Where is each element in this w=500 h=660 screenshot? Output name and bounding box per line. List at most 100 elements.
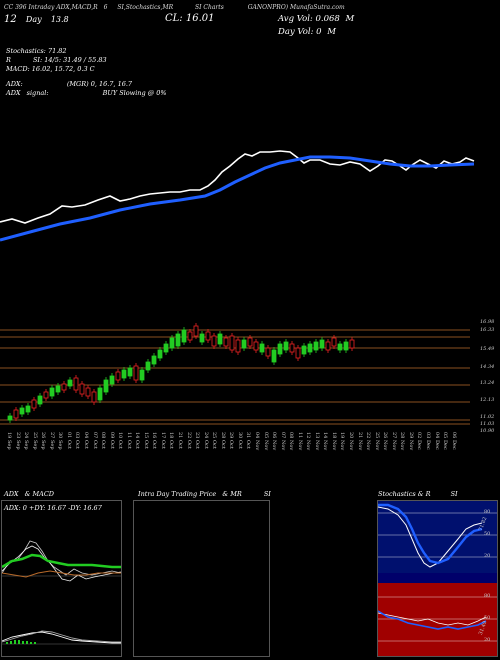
- stoch-rsi-svg: [378, 501, 497, 656]
- candle: [181, 329, 187, 343]
- candle: [79, 383, 85, 395]
- stoch-title-b: SI: [450, 490, 458, 498]
- candle: [241, 339, 247, 349]
- date-label: 19 Sep: [6, 432, 12, 450]
- header-title-c: SI,Stochastics,MR: [117, 4, 174, 11]
- date-label: 06 Nov: [271, 432, 278, 451]
- price-tick: 16.33: [480, 327, 495, 333]
- candle: [247, 337, 253, 347]
- candle: [73, 377, 79, 391]
- buy-signal-text: BUY Slowing @ 0%: [102, 89, 167, 97]
- indicator-block: Stochastics: 71.82 R SI: 14/5: 31.49 / 5…: [6, 47, 107, 74]
- price-tick: 13.24: [480, 380, 495, 386]
- date-axis: 19 Sep 23 Sep 24 Sep 25 Sep 26 Sep 27 Sep 30 S…: [0, 432, 480, 487]
- date-label: 26 Sep: [40, 432, 47, 450]
- date-label: 25 Sep: [31, 432, 38, 450]
- date-label: 19 Nov: [339, 432, 346, 451]
- price-tick: 11.02: [480, 414, 495, 420]
- day-volume-val: Day Vol: 0: [278, 27, 322, 37]
- candle: [259, 343, 265, 353]
- candle: [19, 407, 25, 415]
- header-title-b: 6: [103, 4, 108, 11]
- date-label: 09 Oct: [108, 432, 115, 449]
- intraday-panel: [133, 500, 270, 657]
- date-label: 21 Nov: [356, 432, 363, 451]
- adx-panel-title-b: & MACD: [24, 490, 55, 498]
- date-label: 01 Oct: [65, 432, 72, 449]
- date-label: 23 Oct: [194, 432, 201, 449]
- candle: [349, 339, 355, 349]
- adx-block: ADX: (MGR) 0, 16.7, 16.7 ADX signal: BUY…: [6, 80, 167, 98]
- avg-volume: Avg Vol: 0.068 M: [278, 14, 354, 24]
- stochastics-text: Stochastics: 71.82: [6, 47, 67, 55]
- candle: [193, 325, 199, 337]
- candle: [133, 365, 139, 381]
- stoch-title-a: Stochastics & R: [378, 490, 431, 498]
- candle: [145, 361, 151, 371]
- candle: [295, 347, 301, 359]
- header-line: CC 396 Intraday ADX,MACD,R 6 SI,Stochast…: [4, 4, 345, 11]
- candle: [151, 355, 157, 365]
- price-line-white: [0, 150, 475, 224]
- price-tick: 15.49: [480, 346, 495, 352]
- date-label: 03 Dec: [424, 432, 431, 450]
- date-label: 08 Nov: [288, 432, 295, 451]
- price-tick: 12.13: [480, 397, 495, 403]
- candle: [109, 375, 115, 385]
- candle: [283, 341, 289, 351]
- date-label: 14 Oct: [134, 432, 141, 449]
- date-label: 24 Oct: [202, 432, 209, 449]
- rsi-label: R: [6, 56, 11, 64]
- candle: [217, 333, 223, 345]
- header-title-e: GANONPRO) MunafaSutra.com: [247, 4, 345, 11]
- date-label: 29 Oct: [228, 432, 235, 449]
- price-summary: 12 Day 13.8: [4, 14, 69, 25]
- candle: [49, 387, 55, 397]
- price-tick: 11.03: [480, 421, 495, 427]
- candle: [265, 347, 271, 357]
- price-left3: 13.8: [50, 15, 69, 24]
- date-label: 05 Nov: [262, 432, 269, 451]
- intraday-title-a: Intra Day Trading Price: [138, 490, 217, 498]
- candles: [7, 323, 355, 423]
- date-label: 07 Oct: [91, 432, 98, 449]
- candle: [67, 379, 73, 387]
- date-label: 28 Nov: [399, 432, 406, 451]
- price-left2: Day: [25, 15, 42, 24]
- candle: [169, 337, 175, 349]
- date-label: 12 Nov: [305, 432, 312, 451]
- candle: [325, 341, 331, 351]
- date-label: 02 Dec: [416, 432, 423, 450]
- date-label: 04 Oct: [82, 432, 89, 449]
- stoch-rsi-panel: 80 50 20 71.82 80 50 20 31.49: [377, 500, 498, 657]
- candle: [121, 369, 127, 379]
- date-label: 21 Oct: [177, 432, 183, 449]
- candle: [289, 343, 295, 353]
- candle: [229, 335, 235, 351]
- avg-volume-unit: M: [345, 14, 355, 24]
- adx-signal-text: signal:: [26, 89, 49, 97]
- adx-values: ADX: 0 +DY: 16.67 -DY: 16.67: [4, 504, 102, 512]
- rsi-tick: 50: [484, 615, 491, 621]
- candle: [127, 367, 133, 377]
- price-tick: 14.34: [480, 364, 495, 370]
- date-label: 27 Nov: [390, 432, 397, 451]
- candle: [235, 339, 241, 353]
- adx-label: ADX:: [6, 80, 23, 88]
- candle: [223, 337, 229, 347]
- date-label: 15 Oct: [142, 432, 149, 449]
- intraday-title-c: SI: [263, 490, 271, 498]
- date-label: 06 Dec: [450, 432, 457, 450]
- adx-value: (MGR) 0, 16.7, 16.7: [66, 80, 133, 88]
- rsi-text: R SI: 14/5: 31.49 / 55.83: [6, 56, 107, 65]
- candle: [187, 331, 193, 341]
- price-left: 12: [4, 14, 17, 25]
- date-label: 11 Nov: [296, 432, 303, 451]
- candle: [61, 383, 67, 391]
- candle: [307, 343, 313, 353]
- stoch-tick: 80: [484, 509, 491, 515]
- adx-macd-svg: [2, 540, 121, 645]
- date-label: 18 Oct: [168, 432, 175, 449]
- candle: [337, 343, 343, 351]
- intraday-panel-title: Intra Day Trading Price & MR SI: [138, 490, 271, 498]
